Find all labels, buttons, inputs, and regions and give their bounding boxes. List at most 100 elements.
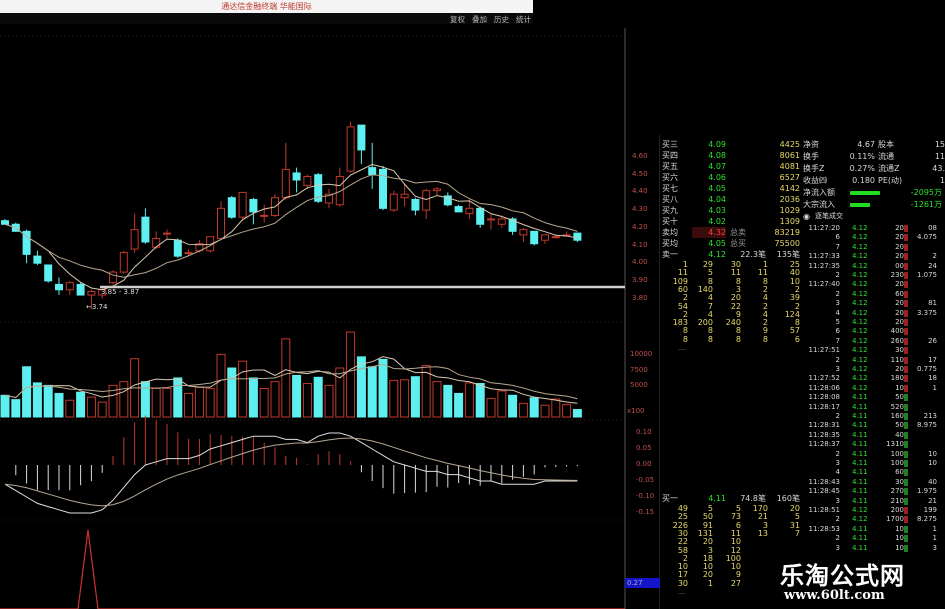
candle [335, 167, 344, 207]
volume-bar [281, 338, 291, 418]
tick-volume: 10 [895, 524, 904, 533]
queue-cell: 3 [762, 520, 768, 530]
ticks-header-label: 逐笔成交 [815, 212, 843, 220]
stats-button[interactable]: 统计 [516, 15, 531, 24]
queue-cell: 4 [762, 309, 768, 319]
ticks-header[interactable]: ◉ 逐笔成交 [803, 211, 945, 223]
volume-bar [529, 397, 539, 418]
tick-side-marker [904, 356, 908, 364]
overlay-button[interactable]: 叠加 [472, 15, 487, 24]
tick-extra: 199 [923, 506, 937, 514]
indicator-line [0, 529, 625, 609]
queue-cell: 124 [784, 309, 800, 319]
tick-price: 4.11 [852, 412, 868, 420]
tick-time: 2 [835, 412, 840, 420]
tick-time: 2 [835, 534, 840, 543]
tick-side-marker [904, 337, 908, 345]
queue-cell: 109 [672, 276, 688, 286]
candle [487, 213, 495, 230]
flow-value: -1261万 [910, 200, 942, 209]
tick-row: 11:28:35 4.11 40 [800, 431, 945, 440]
macd-axis-label: -0.15 [636, 508, 655, 516]
candle [55, 277, 63, 296]
queue-cell: 5 [707, 268, 713, 278]
tick-volume: 20 [895, 233, 904, 242]
queue-cell: 131 [697, 528, 713, 538]
tick-volume: 30 [895, 346, 904, 355]
volume-unit-label: x100 [627, 407, 645, 415]
tick-time: 3 [835, 459, 840, 467]
candle [65, 280, 74, 296]
tick-volume: 210 [890, 496, 904, 505]
tick-time: 7 [835, 336, 840, 345]
level-qty: 4081 [779, 162, 800, 171]
tick-volume: 180 [890, 374, 904, 383]
price-axis-label: 4.40 [632, 187, 648, 196]
info-label: 收益㈣ [803, 176, 827, 185]
volume-bar [0, 394, 10, 418]
tick-price: 4.12 [852, 242, 868, 251]
queue-cell: 10 [702, 562, 713, 572]
tick-volume: 100 [890, 459, 904, 467]
tick-extra: 8.975 [916, 421, 937, 430]
candle [238, 191, 247, 221]
volume-bar [162, 387, 172, 418]
level-qty: 1029 [779, 206, 800, 215]
tick-extra: 1 [932, 534, 937, 543]
candle [292, 167, 301, 193]
tick-volume: 30 [895, 477, 904, 486]
candle [227, 195, 236, 219]
volume-bar [324, 384, 334, 418]
tick-side-marker [904, 262, 908, 270]
tick-side-marker [904, 375, 908, 383]
tick-side-marker [904, 366, 908, 373]
queue-cell: 10 [730, 537, 741, 547]
candle [217, 201, 225, 241]
queue-cell: 11 [730, 268, 741, 278]
tick-volume: 20 [895, 318, 904, 326]
tick-row: 3 4.11 100 10 [800, 459, 945, 468]
queue-cell: 200 [697, 318, 713, 328]
tick-volume: 60 [895, 468, 904, 477]
sell-one-row[interactable]: 卖一 4.12 22.3笔 135笔 [662, 249, 800, 260]
queue-row: 2 4 9 4 124 [0, 309, 800, 319]
queue-cell: 8 [682, 334, 688, 344]
queue-row: 8 8 8 8 6 [0, 334, 800, 344]
tick-extra: 1 [932, 524, 937, 533]
tick-side-marker [904, 281, 908, 289]
queue-cell: 20 [789, 504, 800, 513]
volume-bar [486, 397, 496, 418]
kline-chart[interactable] [0, 0, 660, 609]
buy-avg-total: 75500 [774, 239, 800, 248]
tick-price: 4.11 [852, 459, 868, 467]
price-axis-label: 4.00 [632, 258, 648, 267]
info-label: 净资 [803, 140, 819, 149]
queue-row: 22 20 10 [0, 538, 800, 546]
tick-row: 3 4.11 10 3 [800, 544, 945, 553]
level-qty: 1309 [779, 217, 800, 226]
sell1-count: 135笔 [776, 250, 800, 259]
level-price: 4.02 [708, 217, 726, 226]
history-button[interactable]: 历史 [494, 15, 509, 24]
tick-row: 2 4.12 230 1.075 [800, 271, 945, 280]
queue-cell: 30 [677, 578, 688, 588]
buy-avg-label: 买均 [662, 239, 678, 248]
tick-price: 4.12 [852, 233, 868, 242]
adjust-button[interactable]: 复权 [450, 15, 465, 24]
tick-extra: 08 [928, 224, 937, 232]
tick-side-marker [904, 243, 908, 251]
level-label: 买六 [662, 173, 678, 182]
candle [33, 250, 42, 265]
level-label: 买八 [662, 195, 678, 204]
candle [530, 230, 539, 246]
candle [260, 204, 269, 223]
info-label-2: PE(动) [878, 176, 903, 185]
queue-cell: 2 [794, 284, 800, 294]
flow-row: 大宗流入 -1261万 [803, 199, 945, 211]
queue-cell: 40 [789, 268, 800, 278]
level-qty: 8061 [779, 151, 800, 160]
volume-bar [270, 381, 280, 418]
tick-row: 11:27:40 4.12 20 [800, 280, 945, 289]
buy-one-row[interactable]: 买一 4.11 74.8笔 160笔 [662, 493, 800, 504]
level-price: 4.07 [708, 162, 726, 171]
